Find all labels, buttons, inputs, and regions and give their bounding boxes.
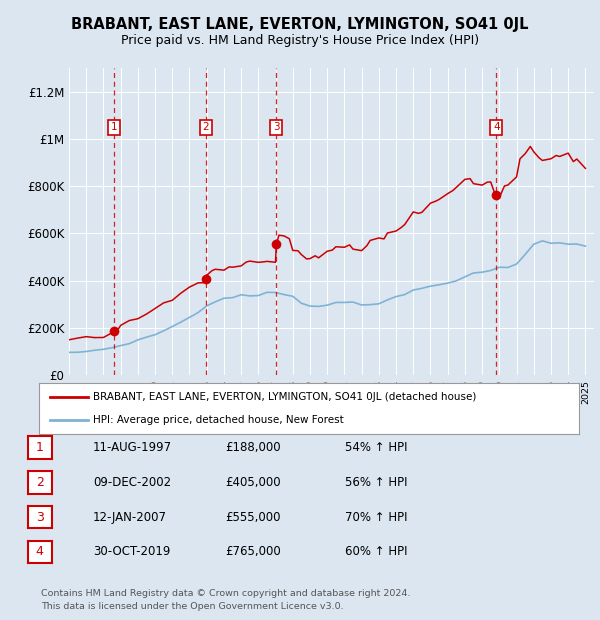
Text: 12-JAN-2007: 12-JAN-2007	[93, 511, 167, 523]
Text: HPI: Average price, detached house, New Forest: HPI: Average price, detached house, New …	[93, 415, 344, 425]
Text: £405,000: £405,000	[225, 476, 281, 489]
Text: 4: 4	[35, 546, 44, 558]
Text: £555,000: £555,000	[225, 511, 281, 523]
Text: Contains HM Land Registry data © Crown copyright and database right 2024.: Contains HM Land Registry data © Crown c…	[41, 590, 410, 598]
Text: £188,000: £188,000	[225, 441, 281, 454]
Text: Price paid vs. HM Land Registry's House Price Index (HPI): Price paid vs. HM Land Registry's House …	[121, 34, 479, 47]
Text: 3: 3	[35, 511, 44, 523]
Text: BRABANT, EAST LANE, EVERTON, LYMINGTON, SO41 0JL (detached house): BRABANT, EAST LANE, EVERTON, LYMINGTON, …	[93, 392, 476, 402]
Text: 1: 1	[35, 441, 44, 454]
Text: 3: 3	[273, 122, 280, 132]
Text: 1: 1	[111, 122, 118, 132]
Text: BRABANT, EAST LANE, EVERTON, LYMINGTON, SO41 0JL: BRABANT, EAST LANE, EVERTON, LYMINGTON, …	[71, 17, 529, 32]
Text: 2: 2	[35, 476, 44, 489]
Text: 60% ↑ HPI: 60% ↑ HPI	[345, 546, 407, 558]
Text: 30-OCT-2019: 30-OCT-2019	[93, 546, 170, 558]
Text: 11-AUG-1997: 11-AUG-1997	[93, 441, 172, 454]
Text: £765,000: £765,000	[225, 546, 281, 558]
Text: 54% ↑ HPI: 54% ↑ HPI	[345, 441, 407, 454]
Text: 70% ↑ HPI: 70% ↑ HPI	[345, 511, 407, 523]
Text: This data is licensed under the Open Government Licence v3.0.: This data is licensed under the Open Gov…	[41, 602, 343, 611]
Text: 09-DEC-2002: 09-DEC-2002	[93, 476, 171, 489]
Text: 56% ↑ HPI: 56% ↑ HPI	[345, 476, 407, 489]
Text: 4: 4	[493, 122, 500, 132]
Text: 2: 2	[202, 122, 209, 132]
